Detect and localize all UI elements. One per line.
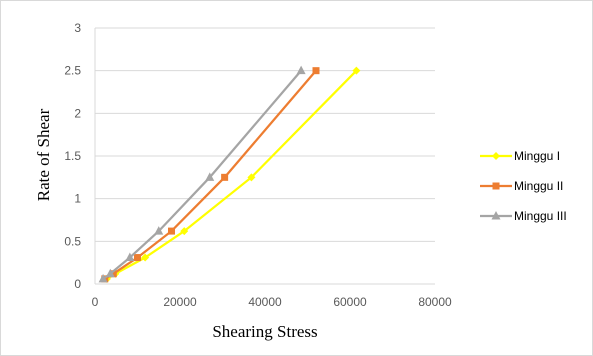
legend-label: Minggu III [514, 209, 567, 223]
legend: Minggu I Minggu II Minggu III [480, 149, 567, 223]
data-point [154, 226, 164, 235]
y-axis-title: Rate of Shear [34, 108, 53, 201]
data-point [105, 268, 115, 278]
data-point [134, 254, 141, 262]
data-point [205, 172, 215, 181]
x-tick-label: 20000 [163, 295, 197, 309]
legend-marker [492, 182, 500, 190]
data-point [98, 273, 108, 283]
series-group [98, 65, 361, 283]
y-tick-label: 0 [74, 277, 81, 291]
series-line [102, 69, 302, 280]
y-tick-label: 1 [74, 192, 81, 206]
legend-label: Minggu II [514, 179, 563, 193]
y-tick-label: 1.5 [64, 149, 81, 163]
data-point [221, 173, 229, 181]
gridlines [95, 27, 435, 242]
data-point [312, 67, 320, 75]
data-point [247, 173, 256, 182]
y-tick-label: 2 [74, 106, 81, 120]
data-point [180, 227, 189, 236]
x-tick-labels: 0 20000 40000 60000 80000 [92, 295, 452, 309]
y-tick-label: 3 [74, 21, 81, 35]
series-line [106, 69, 358, 280]
legend-item: Minggu III [480, 209, 567, 223]
data-point [109, 270, 117, 278]
x-tick-label: 80000 [418, 295, 452, 309]
legend-item: Minggu I [480, 149, 560, 163]
data-point [296, 65, 306, 75]
x-tick-label: 0 [92, 295, 99, 309]
data-point [168, 227, 175, 235]
legend-marker [491, 211, 501, 220]
series-minggu-i [102, 66, 361, 283]
y-tick-label: 2.5 [64, 64, 81, 78]
x-tick-label: 40000 [248, 295, 282, 309]
data-point [352, 66, 361, 75]
data-point [141, 253, 150, 262]
data-point [125, 252, 135, 262]
series-minggu-iii [98, 65, 306, 283]
legend-item: Minggu II [480, 179, 563, 193]
legend-label: Minggu I [514, 149, 560, 163]
x-axis-title: Shearing Stress [212, 322, 317, 341]
y-tick-labels: 0 0.5 1 1.5 2 2.5 3 [64, 21, 81, 291]
x-tick-label: 60000 [333, 295, 367, 309]
y-tick-label: 0.5 [64, 234, 81, 248]
axes [94, 28, 435, 285]
legend-marker [492, 152, 500, 160]
